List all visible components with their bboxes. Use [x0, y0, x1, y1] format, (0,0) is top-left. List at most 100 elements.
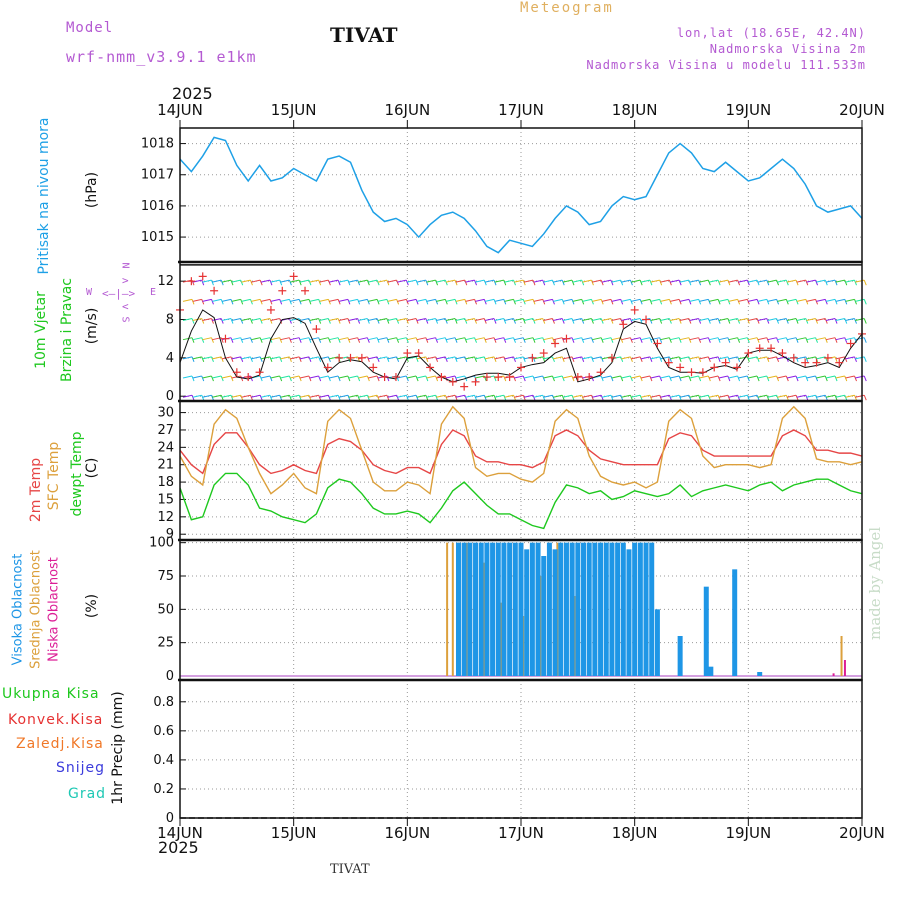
- wind-barb: [650, 337, 660, 341]
- wind-barb: [543, 337, 553, 341]
- wind-barb: [445, 337, 456, 341]
- wind-barb: [212, 298, 222, 302]
- wind-barb: [571, 337, 575, 343]
- wind-barb: [660, 356, 670, 360]
- wind-barb: [212, 356, 222, 360]
- wind-barb: [835, 356, 845, 360]
- wind-barb: [728, 318, 738, 322]
- wind-barb: [251, 394, 261, 398]
- wind-barb: [640, 298, 651, 302]
- wind-barb: [582, 337, 592, 341]
- wind-barb: [211, 395, 214, 401]
- wind-barb: [212, 279, 222, 283]
- wind-barb: [572, 318, 582, 322]
- cloud-high-bar: [654, 609, 660, 676]
- wind-barb: [288, 337, 292, 343]
- wind-barb: [309, 394, 319, 398]
- wind-barb: [600, 356, 604, 363]
- wind-barb: [445, 318, 456, 322]
- wind-barb: [717, 299, 721, 305]
- wind-barb: [455, 337, 465, 341]
- y-tick-label: 1015: [141, 230, 174, 245]
- wind-barb: [553, 279, 563, 283]
- wind-barb: [405, 279, 409, 286]
- wind-barb: [251, 279, 261, 283]
- x-tick-label-bottom: 14JUN: [157, 824, 203, 842]
- wind-barb: [766, 279, 770, 286]
- wind-barb: [513, 337, 516, 343]
- wind-barb: [220, 395, 224, 401]
- wind-barb: [279, 318, 283, 324]
- wind-barb: [357, 395, 361, 401]
- wind-barb: [279, 395, 283, 401]
- wind-barb: [659, 318, 663, 324]
- wind-barb: [221, 279, 232, 283]
- wind-barb: [834, 375, 838, 382]
- wind-barb: [279, 299, 283, 305]
- wind-barb: [707, 279, 711, 286]
- wind-barb: [514, 318, 524, 322]
- y-tick-label: 0.2: [153, 782, 174, 797]
- wind-barb: [397, 298, 407, 302]
- cloud-high-bar: [632, 542, 638, 676]
- x-tick-label-top: 14JUN: [157, 101, 203, 119]
- wind-barb: [348, 375, 358, 379]
- wind-barb: [220, 356, 224, 363]
- wind-barb: [543, 394, 553, 398]
- wind-barb: [679, 337, 689, 341]
- wind-barb: [553, 337, 563, 341]
- y-tick-label: 12: [157, 274, 174, 289]
- y-tick-label: 0: [166, 811, 174, 826]
- wind-barb: [396, 299, 400, 305]
- wind-barb: [513, 375, 516, 382]
- wind-barb: [767, 356, 777, 360]
- wind-barb: [475, 375, 485, 379]
- wind-barb: [435, 337, 439, 343]
- wind-barb: [514, 279, 524, 283]
- wind-barb: [338, 356, 348, 360]
- wind-barb: [387, 318, 397, 322]
- wind-barb: [698, 395, 702, 401]
- wind-barb: [728, 394, 738, 398]
- wind-barb: [825, 298, 836, 302]
- wind-barb: [347, 375, 351, 382]
- wind-barb: [629, 279, 633, 286]
- wind-barb: [678, 299, 682, 305]
- wind-barb: [777, 279, 787, 283]
- wind-barb: [738, 279, 748, 283]
- wind-barb: [249, 395, 253, 401]
- wind-barb: [415, 337, 419, 343]
- wind-barb: [454, 337, 458, 343]
- wind-barb: [474, 356, 478, 363]
- wind-barb: [347, 395, 351, 401]
- x-tick-label-bottom: 16JUN: [384, 824, 430, 842]
- wind-barb: [747, 318, 758, 322]
- wind-barb: [522, 356, 526, 363]
- wind-barb: [844, 337, 848, 343]
- wind-barb: [649, 279, 653, 286]
- wind-barb: [766, 395, 770, 401]
- wind-barb: [601, 337, 612, 341]
- wind-barb: [552, 337, 555, 343]
- wind-barb: [327, 375, 331, 382]
- wind-barb: [679, 298, 689, 302]
- wind-barb: [221, 375, 232, 379]
- wind-barb: [727, 279, 731, 286]
- wind-barb: [709, 375, 719, 379]
- wind-barb: [230, 375, 234, 382]
- wind-barb: [474, 318, 478, 324]
- wind-barb: [504, 337, 514, 341]
- wind-barb: [650, 394, 660, 398]
- wind-barb: [621, 279, 631, 283]
- wind-barb: [444, 279, 448, 286]
- wind-barb: [288, 318, 292, 324]
- wind-barb: [786, 394, 797, 398]
- wind-barb: [796, 337, 806, 341]
- wind-barb: [270, 279, 280, 283]
- wind-barb: [845, 279, 855, 283]
- wind-barb: [220, 299, 224, 305]
- cloud-high-bar: [552, 549, 558, 676]
- wind-barb: [221, 356, 232, 360]
- wind-barb: [202, 394, 212, 398]
- wind-barb: [436, 298, 446, 302]
